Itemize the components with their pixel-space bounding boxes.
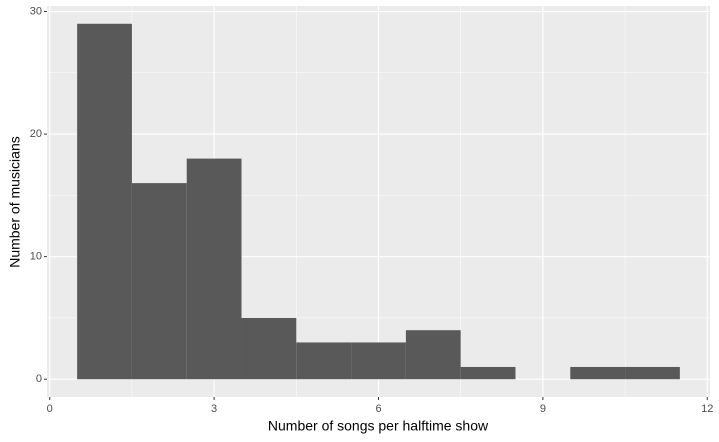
bar: [570, 366, 626, 380]
y-tick-label: 0: [36, 373, 42, 385]
x-tick-label: 12: [701, 403, 713, 415]
x-tick-label: 9: [540, 403, 546, 415]
bar: [296, 342, 352, 380]
x-axis-title: Number of songs per halftime show: [268, 418, 489, 434]
bar: [351, 342, 406, 380]
bar: [131, 183, 187, 380]
bar: [625, 366, 680, 380]
bar: [77, 23, 132, 380]
x-tick-label: 3: [211, 403, 217, 415]
bar: [241, 317, 297, 380]
bar: [405, 330, 461, 380]
y-tick-label: 20: [30, 128, 42, 140]
x-tick-label: 0: [47, 403, 53, 415]
bar: [460, 366, 516, 380]
x-tick-label: 6: [375, 403, 381, 415]
y-tick-label: 10: [30, 251, 42, 263]
bar: [186, 158, 242, 380]
y-tick-label: 30: [30, 5, 42, 17]
y-axis-title: Number of musicians: [7, 136, 23, 268]
